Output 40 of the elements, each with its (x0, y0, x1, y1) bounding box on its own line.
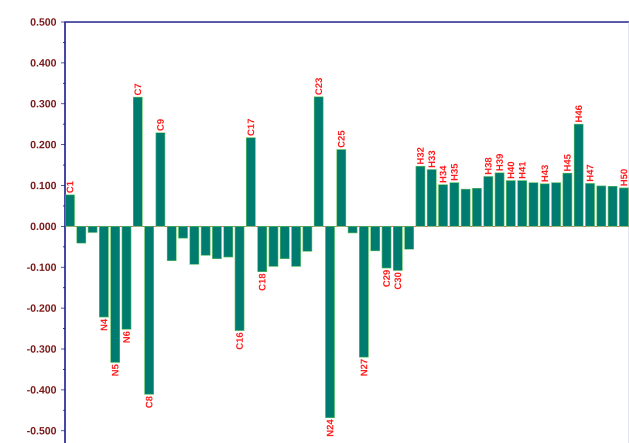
y-tick-label: 0.500 (30, 18, 56, 26)
x-tick-label: C29 (383, 270, 390, 287)
x-tick-label: C1 (66, 181, 74, 193)
x-tick-label: C30 (394, 272, 402, 290)
y-tick-label: -0.300 (27, 345, 56, 353)
y-tick-label: 0.100 (30, 182, 56, 190)
y-tick-label: -0.100 (27, 264, 56, 271)
y-tick-label: 0.400 (30, 59, 56, 67)
x-tick-label: C23 (315, 78, 322, 95)
y-tick-label: 0.000 (30, 222, 56, 230)
x-tick-label: H39 (496, 154, 503, 170)
y-tick-label: 0.200 (30, 140, 56, 148)
x-tick-label: H50 (620, 169, 628, 186)
x-tick-label: N27 (360, 359, 368, 376)
x-tick-label: C8 (146, 396, 152, 408)
y-tick-label: 0.300 (30, 100, 56, 108)
y-tick-label: -0.200 (27, 304, 56, 312)
x-tick-label: H46 (575, 105, 582, 122)
x-tick-label: C17 (247, 118, 254, 136)
x-tick-label: C16 (236, 332, 243, 350)
x-tick-label: H40 (508, 162, 514, 178)
y-tick-label: -0.500 (27, 427, 56, 434)
x-tick-label: H47 (586, 164, 594, 182)
y-tick-label: -0.400 (27, 386, 56, 394)
x-tick-label: H38 (484, 158, 492, 174)
x-tick-label: C18 (258, 274, 266, 290)
x-tick-label: N6 (123, 331, 130, 343)
x-tick-label: H45 (564, 154, 571, 171)
x-tick-label: C9 (157, 119, 164, 131)
x-tick-label: C7 (134, 84, 142, 96)
x-tick-label: H35 (450, 164, 458, 180)
x-tick-label: H43 (541, 165, 548, 182)
x-tick-label: H34 (440, 166, 446, 182)
x-tick-label: N5 (112, 364, 119, 376)
x-tick-label: H41 (518, 162, 526, 178)
x-tick-label: N24 (326, 419, 334, 436)
x-tick-label: H33 (428, 150, 436, 168)
x-tick-label: N4 (100, 318, 108, 330)
x-tick-label: C25 (338, 130, 345, 148)
x-tick-label: H32 (417, 148, 424, 164)
